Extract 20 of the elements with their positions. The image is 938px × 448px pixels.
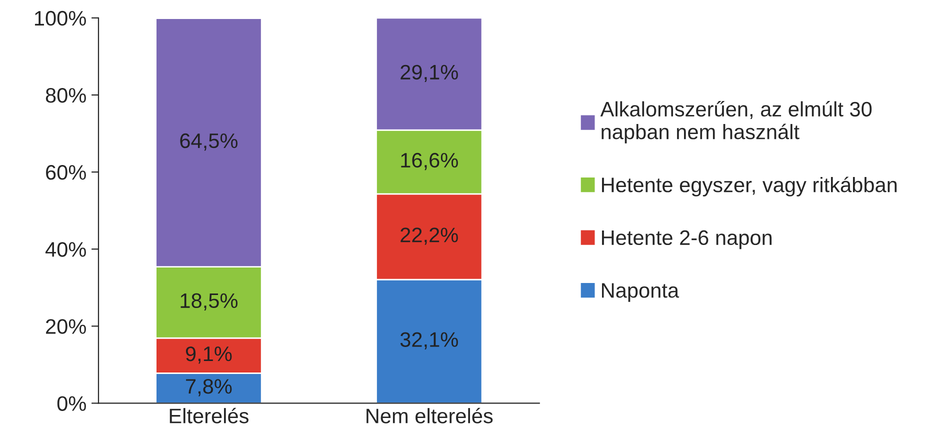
data-label: 18,5% <box>180 293 238 311</box>
data-label: 16,6% <box>401 152 458 170</box>
y-tick-label: 80% <box>46 88 86 103</box>
data-label: 64,5% <box>180 133 238 151</box>
x-tick-label: Elterelés <box>170 408 248 424</box>
data-label: 32,1% <box>400 332 458 350</box>
data-label: 9,1% <box>186 346 232 364</box>
y-tick-label: 100% <box>34 10 86 26</box>
y-tick-label: 60% <box>46 165 86 180</box>
legend-label: Alkalomszerűen, az elmúlt 30 napban nem használt <box>600 101 872 144</box>
y-tick-label: 0% <box>57 396 86 411</box>
data-label: 22,2% <box>400 228 458 245</box>
y-tick-label: 40% <box>45 242 86 257</box>
x-tick-label: Nem elterelés <box>366 408 493 424</box>
data-label: 7,8% <box>186 379 232 396</box>
legend-label: Hetente 2-6 napon <box>602 230 772 250</box>
data-label: 29,1% <box>400 64 458 82</box>
legend-label: Hetente egyszer, vagy ritkábban <box>602 176 897 196</box>
y-tick-label: 20% <box>46 319 86 334</box>
legend-label: Naponta <box>602 283 680 302</box>
